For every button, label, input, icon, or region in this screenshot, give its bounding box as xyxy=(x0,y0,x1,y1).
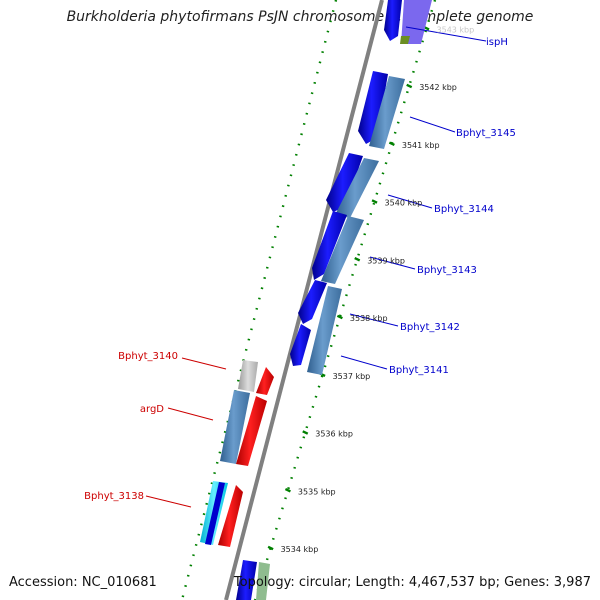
gene-bphyt-3144-arrow[interactable] xyxy=(326,153,363,212)
gene-bphyt-3143-arrow[interactable] xyxy=(312,211,347,280)
tick-mark-3540 xyxy=(371,199,378,204)
tick-label-3543: 3543 kbp xyxy=(437,25,475,34)
gene-label-bphyt-3141[interactable]: Bphyt_3141 xyxy=(389,365,449,376)
tick-mark-3542 xyxy=(406,83,413,89)
gene-bphyt-3141-arrow[interactable] xyxy=(290,324,311,366)
gene-ispH-arrow[interactable] xyxy=(384,0,402,41)
tick-marks xyxy=(267,25,430,551)
gene-argD-arrow[interactable] xyxy=(236,396,267,466)
gene-bottom-arrow[interactable] xyxy=(236,560,257,600)
gene-label-ispH[interactable]: ispH xyxy=(486,37,508,48)
tick-mark-3538 xyxy=(336,314,343,320)
gene-label-argD[interactable]: argD xyxy=(140,404,164,415)
tick-label-3539: 3539 kbp xyxy=(367,256,405,265)
tick-label-3540: 3540 kbp xyxy=(385,199,423,208)
tick-label-3542: 3542 kbp xyxy=(419,83,457,92)
gene-label-bphyt-3143[interactable]: Bphyt_3143 xyxy=(417,265,477,276)
gene-label-bphyt-3140[interactable]: Bphyt_3140 xyxy=(118,351,178,362)
gene-bphyt-3142-arrow[interactable] xyxy=(298,280,327,324)
tick-label-3535: 3535 kbp xyxy=(298,487,336,496)
tick-mark-3535 xyxy=(284,487,291,493)
tick-labels: 3543 kbp 3542 kbp 3541 kbp 3540 kbp 3539 kbp… xyxy=(281,25,475,554)
gene-bphyt-3145-arrow[interactable] xyxy=(358,71,388,144)
tick-label-3534: 3534 kbp xyxy=(281,545,319,554)
gene-ispH-cds-part xyxy=(400,36,410,44)
accession-text: Accession: NC_010681 xyxy=(9,575,157,590)
tick-label-3538: 3538 kbp xyxy=(350,314,388,323)
gene-argD-cds[interactable] xyxy=(220,390,250,464)
gene-bphyt-3140-arrow[interactable] xyxy=(256,367,274,395)
gene-bphyt-3138-blue xyxy=(205,482,225,545)
backbone xyxy=(224,0,384,600)
tick-mark-3539 xyxy=(354,256,361,262)
gene-bottom-box xyxy=(256,562,270,600)
gene-features xyxy=(200,0,432,600)
gene-bphyt-3144-cds[interactable] xyxy=(335,158,379,218)
gene-label-bphyt-3144[interactable]: Bphyt_3144 xyxy=(434,204,494,215)
tick-mark-3541 xyxy=(388,141,395,147)
inner-tick-dots xyxy=(253,0,437,600)
tick-label-3537: 3537 kbp xyxy=(333,372,371,381)
gene-bphyt-3142-cds[interactable] xyxy=(307,286,342,375)
tick-mark-3534 xyxy=(267,545,274,551)
gene-label-bphyt-3145[interactable]: Bphyt_3145 xyxy=(456,128,516,139)
gene-bphyt-3138-arrow[interactable] xyxy=(218,485,243,547)
label-leader-lines xyxy=(145,26,487,508)
gene-labels: ispH Bphyt_3145 Bphyt_3144 Bphyt_3143 Bp… xyxy=(84,37,516,502)
gene-ispH-cds[interactable] xyxy=(401,0,432,44)
gene-bphyt-3143-cds[interactable] xyxy=(321,216,364,284)
topology-text: Topology: circular; Length: 4,467,537 bp… xyxy=(233,575,591,590)
gene-label-bphyt-3138[interactable]: Bphyt_3138 xyxy=(84,491,144,502)
gene-bphyt-3145-cds[interactable] xyxy=(369,76,405,149)
tick-mark-3536 xyxy=(302,430,309,435)
gene-label-bphyt-3142[interactable]: Bphyt_3142 xyxy=(400,322,460,333)
tick-label-3541: 3541 kbp xyxy=(402,141,440,150)
gene-bphyt-3140-box[interactable] xyxy=(238,360,258,392)
tick-label-3536: 3536 kbp xyxy=(315,430,353,439)
